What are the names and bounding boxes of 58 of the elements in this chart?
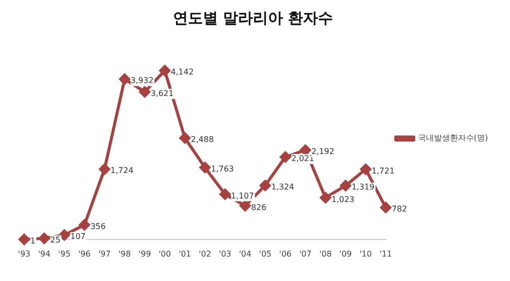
data-label: 2,192 [311, 147, 334, 156]
data-label: 1,324 [271, 182, 294, 192]
x-tick-label: '06 [279, 249, 292, 258]
x-tick-label: '05 [259, 249, 272, 258]
point [99, 164, 110, 175]
data-label: 2,021 [291, 154, 314, 164]
data-label: 2,488 [190, 135, 214, 144]
point [260, 180, 271, 191]
data-label: 25 [50, 235, 60, 244]
point [340, 180, 352, 192]
x-tick-label: '95 [58, 249, 71, 258]
x-tick-label: '07 [299, 249, 312, 258]
point [139, 86, 150, 98]
x-tick-label: '09 [339, 249, 352, 258]
data-label: 782 [392, 204, 408, 214]
data-label: 1,721 [372, 166, 395, 176]
data-label: 3,621 [150, 88, 174, 98]
x-tick-label: '11 [380, 249, 392, 258]
x-tick-label: '08 [319, 249, 332, 258]
point [380, 202, 392, 214]
x-tick-label: '94 [38, 249, 50, 258]
data-label: 4,142 [170, 68, 194, 77]
x-tick-label: '04 [238, 249, 252, 258]
point [78, 219, 90, 230]
data-label: 3,932 [130, 76, 154, 86]
point [280, 152, 291, 163]
point [159, 65, 170, 76]
point [199, 162, 210, 174]
data-label: 1,763 [210, 164, 234, 174]
data-label: 1,319 [352, 182, 374, 192]
data-label: 356 [90, 222, 106, 231]
point [119, 74, 130, 85]
point [240, 200, 251, 212]
chart-title: 연도별 말라리아 환자수 [172, 8, 334, 27]
data-label: 1,023 [331, 194, 354, 204]
data-label: 1,724 [110, 166, 134, 176]
x-tick-label: '96 [78, 249, 91, 258]
data-label: 1 [30, 236, 36, 246]
data-label: 826 [251, 202, 266, 212]
x-tick-label: '99 [138, 249, 151, 258]
point [320, 192, 331, 204]
x-tick-label: '97 [98, 249, 111, 258]
x-tick-label: '98 [118, 249, 131, 258]
x-tick-label: '93 [18, 249, 30, 258]
point [58, 230, 70, 241]
point [18, 234, 30, 245]
x-tick-label: '10 [359, 249, 372, 258]
data-label: 107 [70, 232, 86, 242]
x-tick-label: '03 [218, 249, 232, 258]
point [360, 164, 372, 175]
point [38, 232, 50, 244]
legend-label: 국내발생환자수(명) [418, 134, 488, 143]
point [179, 132, 190, 144]
x-tick-label: '01 [178, 249, 192, 258]
x-tick-label: '00 [158, 249, 171, 258]
x-tick-label: '02 [198, 249, 212, 258]
point [220, 188, 231, 200]
data-label: 1,107 [231, 191, 254, 200]
